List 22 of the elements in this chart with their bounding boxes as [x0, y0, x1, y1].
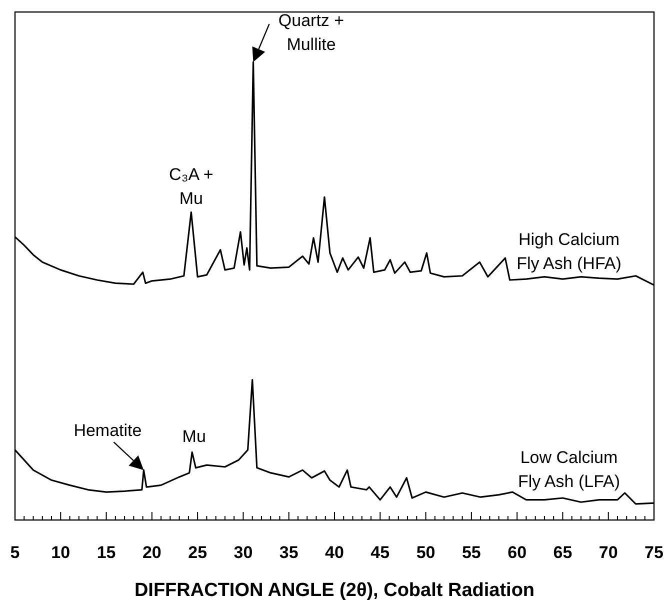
x-tick-label: 50 — [416, 543, 436, 562]
x-tick-label: 75 — [644, 543, 664, 562]
annotation: Mu — [182, 427, 206, 446]
x-tick-label: 65 — [553, 543, 572, 562]
x-tick-label: 20 — [142, 543, 162, 562]
x-tick-label: 25 — [188, 543, 208, 562]
x-tick-label: 15 — [96, 543, 116, 562]
x-tick-label: 40 — [325, 543, 344, 562]
x-tick-label: 70 — [598, 543, 618, 562]
series-label: High Calcium Fly Ash (HFA) — [516, 230, 622, 274]
x-tick-label: 10 — [51, 543, 70, 562]
annotation: C₃A + Mu — [169, 165, 214, 208]
x-tick-label: 60 — [508, 543, 527, 562]
series-label: Low Calcium Fly Ash (LFA) — [518, 448, 620, 492]
x-tick-label: 55 — [462, 543, 481, 562]
annotation: Hematite — [74, 421, 142, 440]
x-tick-label: 30 — [234, 543, 253, 562]
x-tick-label: 45 — [370, 543, 390, 562]
x-tick-label: 35 — [279, 543, 298, 562]
x-axis-title: DIFFRACTION ANGLE (2θ), Cobalt Radiation — [134, 580, 535, 601]
annotation: Quartz + Mullite — [278, 11, 344, 54]
x-tick-label: 5 — [10, 543, 20, 562]
